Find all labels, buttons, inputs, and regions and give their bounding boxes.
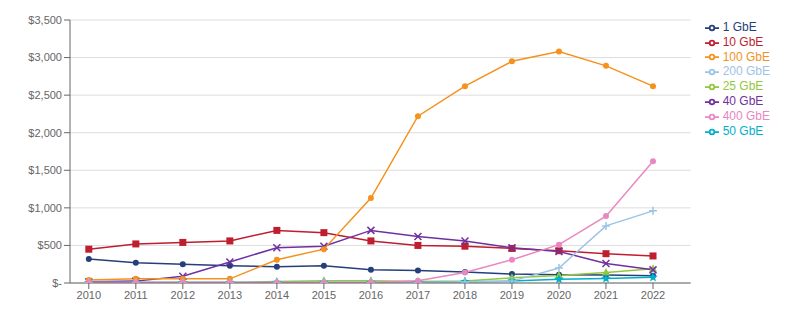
svg-text:2010: 2010 <box>77 289 101 301</box>
html-text:200 GbE: 200 GbE <box>722 64 770 79</box>
html-text:1 GbE: 1 GbE <box>722 20 757 34</box>
svg-text:2016: 2016 <box>359 289 383 301</box>
svg-text:2018: 2018 <box>453 289 477 301</box>
svg-text:$-: $- <box>52 277 62 289</box>
svg-text:2017: 2017 <box>406 289 430 301</box>
svg-text:2014: 2014 <box>265 289 289 301</box>
svg-text:$3,500: $3,500 <box>28 14 62 26</box>
svg-text:2022: 2022 <box>641 289 665 301</box>
html-text:25 GbE: 25 GbE <box>722 79 764 94</box>
html-text:100 GbE: 100 GbE <box>722 49 770 64</box>
html-text:40 GbE: 40 GbE <box>722 94 764 109</box>
svg-text:2020: 2020 <box>547 289 571 301</box>
svg-text:$500: $500 <box>38 239 62 251</box>
html-text:50 GbE: 50 GbE <box>722 123 764 138</box>
svg-text:2012: 2012 <box>171 289 195 301</box>
html-text:10 GbE: 10 GbE <box>722 34 764 49</box>
svg-text:$3,000: $3,000 <box>28 51 62 63</box>
svg-text:2011: 2011 <box>124 289 148 301</box>
svg-text:2019: 2019 <box>500 289 524 301</box>
svg-text:$1,500: $1,500 <box>28 164 62 176</box>
svg-text:2021: 2021 <box>594 289 618 301</box>
svg-text:$2,500: $2,500 <box>28 89 62 101</box>
svg-text:$2,000: $2,000 <box>28 127 62 139</box>
svg-text:$1,000: $1,000 <box>28 202 62 214</box>
svg-text:2013: 2013 <box>218 289 242 301</box>
html-text:400 GbE: 400 GbE <box>722 109 770 123</box>
svg-text:2015: 2015 <box>312 289 336 301</box>
